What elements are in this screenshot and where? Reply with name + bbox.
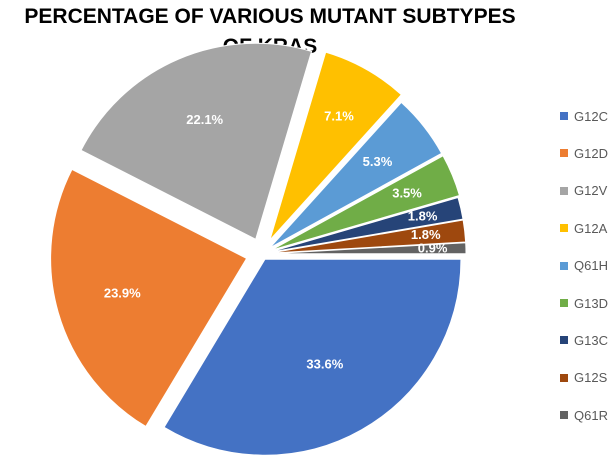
data-label-g12c: 33.6% bbox=[306, 356, 343, 371]
legend-item-g13c: G13C bbox=[560, 332, 608, 348]
legend-swatch-q61h bbox=[560, 261, 568, 270]
pie-slice-g12v bbox=[80, 42, 313, 241]
legend-item-g13d: G13D bbox=[560, 295, 608, 311]
data-label-g12d: 23.9% bbox=[104, 286, 141, 301]
data-label-q61h: 5.3% bbox=[363, 154, 393, 169]
legend-swatch-q61r bbox=[560, 411, 568, 420]
pie-slice-g12d bbox=[50, 168, 248, 428]
legend-label-g12d: G12D bbox=[574, 145, 608, 161]
legend-label-g12c: G12C bbox=[574, 108, 608, 124]
legend-label-g13d: G13D bbox=[574, 295, 608, 311]
legend-label-q61r: Q61R bbox=[574, 407, 608, 423]
data-label-g13c: 1.8% bbox=[408, 208, 438, 223]
legend-item-g12v: G12V bbox=[560, 183, 607, 199]
legend-label-q61h: Q61H bbox=[574, 258, 608, 274]
legend-swatch-g12v bbox=[560, 186, 568, 195]
pie-slice-q61r bbox=[269, 242, 467, 255]
data-label-q61r: 0.9% bbox=[418, 241, 448, 256]
legend-label-g12v: G12V bbox=[574, 183, 608, 199]
legend-item-g12s: G12S bbox=[560, 370, 607, 386]
pie-slice-g12c bbox=[163, 258, 462, 456]
data-label-g13d: 3.5% bbox=[392, 185, 422, 200]
chart-title-line-1: PERCENTAGE OF VARIOUS MUTANT SUBTYPES bbox=[24, 5, 516, 28]
legend-swatch-g13c bbox=[560, 336, 568, 345]
legend-swatch-g12s bbox=[560, 373, 568, 382]
data-label-g12a: 7.1% bbox=[324, 108, 354, 123]
legend-item-q61h: Q61H bbox=[560, 258, 608, 274]
legend-label-g13c: G13C bbox=[574, 332, 608, 348]
pie-slice-g13d bbox=[270, 155, 461, 251]
legend-label-g12a: G12A bbox=[574, 220, 608, 236]
legend-label-g12s: G12S bbox=[574, 370, 608, 386]
data-label-g12v: 22.1% bbox=[186, 112, 223, 127]
pie-slice-g12s bbox=[269, 219, 467, 254]
legend-swatch-g12c bbox=[560, 112, 568, 120]
legend-item-g12d: G12D bbox=[560, 145, 608, 161]
pie-slice-q61h bbox=[269, 101, 443, 249]
data-label-g12s: 1.8% bbox=[411, 227, 441, 242]
legend-item-g12c: G12C bbox=[560, 108, 608, 124]
legend-swatch-g13d bbox=[560, 299, 568, 307]
legend-item-g12a: G12A bbox=[560, 220, 607, 236]
legend-item-q61r: Q61R bbox=[560, 407, 608, 423]
pie-slice-g12a bbox=[269, 51, 403, 241]
legend-swatch-g12d bbox=[560, 149, 568, 158]
pie-slice-g13c bbox=[269, 196, 464, 253]
legend-swatch-g12a bbox=[560, 224, 568, 233]
